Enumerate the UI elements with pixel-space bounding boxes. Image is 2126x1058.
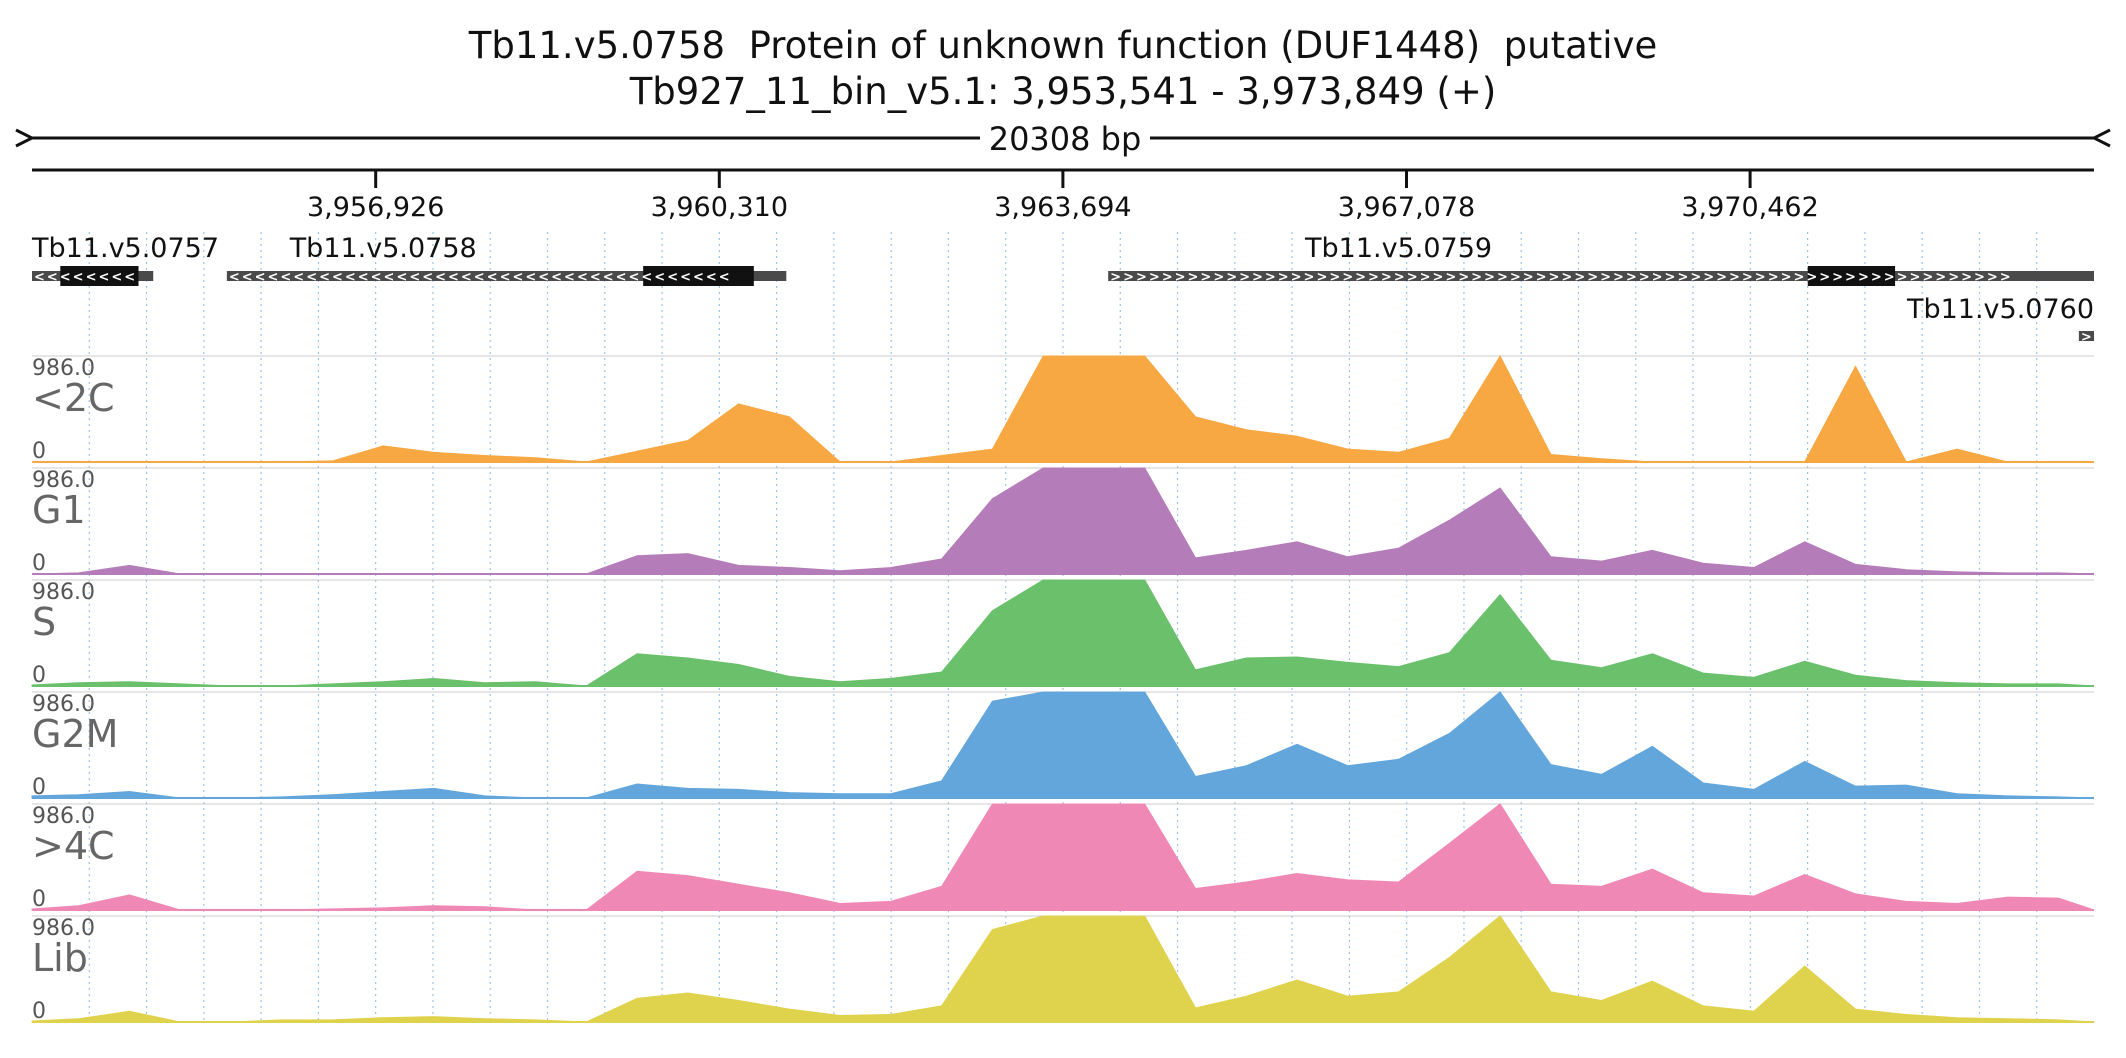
span-label: 20308 bp — [989, 120, 1142, 158]
track-max-label: 986.0 — [32, 804, 95, 829]
coverage-area — [31, 691, 2095, 799]
strand-arrows: > — [2081, 330, 2094, 345]
gene-label: Tb11.v5.0759 — [1304, 233, 1492, 264]
track-max-label: 986.0 — [32, 916, 95, 941]
ruler-tick-label: 3,970,462 — [1681, 192, 1818, 223]
strand-arrows: <<<<<<<< — [34, 270, 137, 285]
coverage-area — [32, 354, 2094, 463]
track-min-label: 0 — [32, 439, 46, 464]
ruler-tick-label: 3,967,078 — [1338, 192, 1475, 223]
ruler-tick-label: 3,960,310 — [651, 192, 788, 223]
gene-cds — [1807, 266, 1896, 286]
track->4C: 986.0>4C 0 — [31, 803, 2095, 912]
track-name: S — [32, 600, 56, 644]
track-min-label: 0 — [32, 663, 46, 688]
track-min-label: 0 — [32, 887, 46, 912]
gene-title: Tb11.v5.0758 Protein of unknown function… — [468, 24, 1658, 67]
track-name: Lib — [32, 936, 88, 980]
gene-label: Tb11.v5.0757 — [31, 233, 219, 264]
track-max-label: 986.0 — [32, 692, 95, 717]
strand-arrows: >>>>>>>>>>>>>>>>>>>>>>>>>>>>>>>>>>>>>>>>… — [1110, 270, 2012, 285]
gene-body — [226, 271, 787, 281]
track-max-label: 986.0 — [32, 468, 95, 493]
coverage-area — [31, 467, 2095, 575]
track-name: <2C — [32, 376, 115, 420]
gene-Tb11.v5.0758[interactable]: <<<<<<<<<<<<<<<<<<<<<<<<<<<<<<<<<<<<<<< T… — [226, 233, 787, 286]
track-name: G1 — [32, 488, 86, 532]
strand-arrows: <<<<<<<<<<<<<<<<<<<<<<<<<<<<<<<<<<<<<<< — [229, 270, 732, 285]
gene-body — [2078, 331, 2094, 341]
gene-Tb11.v5.0760[interactable]: > Tb11.v5.0760 — [1906, 294, 2094, 345]
gene-cds — [60, 266, 139, 286]
locus-label: Tb927_11_bin_v5.1: 3,953,541 - 3,973,849… — [629, 70, 1497, 113]
ruler-ticks: 3,956,926 3,960,310 3,963,694 3,967,078 3,97… — [307, 170, 1819, 223]
track-min-label: 0 — [32, 775, 46, 800]
track-max-label: 986.0 — [32, 356, 95, 381]
gene-label: Tb11.v5.0758 — [289, 233, 477, 264]
gene-track: <<<<<<<<Tb11.v5.0757<<<<<<<<<<<<<<<<<<<<… — [31, 233, 2094, 345]
gene-body — [1108, 271, 2094, 281]
gene-Tb11.v5.0759[interactable]: >>>>>>>>>>>>>>>>>>>>>>>>>>>>>>>>>>>>>>>>… — [1108, 233, 2094, 286]
track-name: G2M — [32, 712, 118, 756]
gene-label: Tb11.v5.0760 — [1906, 294, 2094, 325]
gene-cds — [643, 266, 754, 286]
ruler-tick-label: 3,963,694 — [994, 192, 1131, 223]
track-min-label: 0 — [32, 551, 46, 576]
coverage-area — [31, 579, 2095, 687]
track-S: 986.0S 0 — [31, 579, 2095, 688]
ruler-tick-label: 3,956,926 — [307, 192, 444, 223]
coverage-area — [31, 803, 2095, 911]
track-name: >4C — [32, 824, 115, 868]
track-G1: 986.0G1 0 — [31, 467, 2095, 576]
track-min-label: 0 — [32, 999, 46, 1024]
track-<2C: 986.0<2C 0 — [32, 354, 2094, 464]
coverage-tracks: 986.0<2C0986.0G10986.0S0986.0G2M0986.0>4… — [31, 354, 2095, 1024]
track-max-label: 986.0 — [32, 580, 95, 605]
coverage-area — [31, 915, 2095, 1023]
gene-Tb11.v5.0757[interactable]: <<<<<<<< Tb11.v5.0757 — [31, 233, 219, 286]
